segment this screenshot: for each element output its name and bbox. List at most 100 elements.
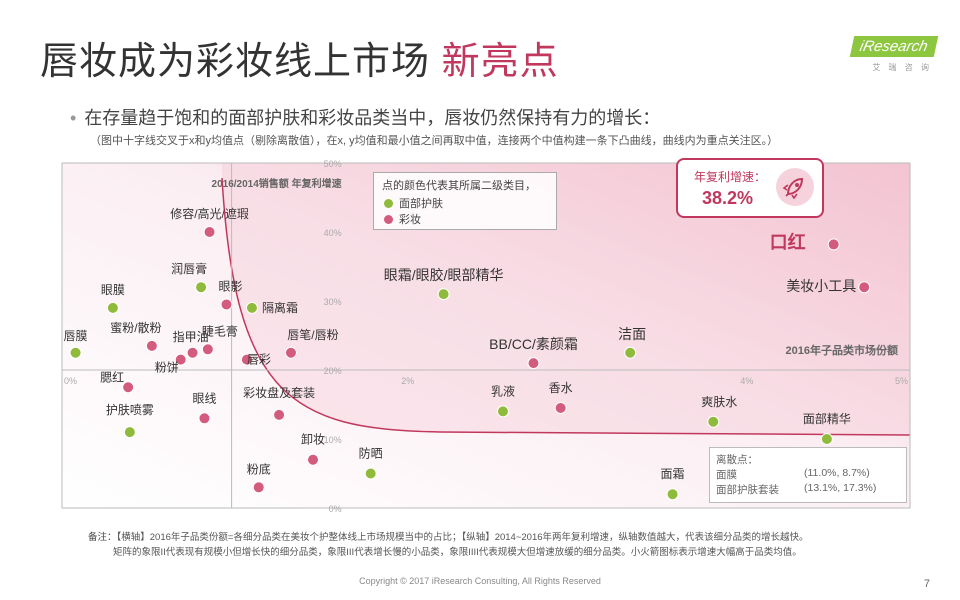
- data-point: [201, 343, 214, 356]
- data-label: 睫毛膏: [202, 323, 238, 338]
- data-point: [527, 357, 540, 370]
- data-label: 腮红: [100, 369, 124, 384]
- y-tick-label: 50%: [324, 159, 342, 169]
- data-label: 爽肤水: [701, 394, 737, 409]
- outlier-row: 面膜 (11.0%, 8.7%): [716, 467, 870, 482]
- x-axis-title: 2016年子品类市场份额: [786, 343, 898, 357]
- data-label: 眼影: [219, 279, 243, 293]
- footnote-label: 备注：: [88, 532, 117, 543]
- data-point: [284, 346, 297, 359]
- footnote: 备注：【横轴】2016年子品类份额=各细分品类在美妆个护整体线上市场规模当中的占…: [88, 530, 938, 560]
- plot-border: [61, 162, 911, 509]
- legend-label-makeup: 彩妆: [399, 214, 421, 226]
- x-tick-label: 2%: [401, 376, 414, 386]
- bullet-point: • 在存量趋于饱和的面部护肤和彩妆品类当中，唇妆仍然保持有力的增长：: [70, 108, 661, 128]
- footnote-line-2: 矩阵的象限II代表现有规模小但增长快的细分品类，象限III代表增长慢的小品类，象…: [113, 547, 802, 558]
- data-label: 粉底: [247, 461, 271, 476]
- data-label: 眼线: [192, 391, 216, 405]
- data-point: [858, 281, 871, 294]
- callout-label: 年复利增速：: [694, 170, 767, 184]
- data-point: [195, 281, 208, 294]
- footnote-line-1: 【横轴】2016年子品类份额=各细分品类在美妆个护整体线上市场规模当中的占比；【…: [116, 532, 809, 543]
- outlier-name: 面部护肤套装: [716, 484, 779, 496]
- data-label: 隔离霜: [262, 300, 298, 315]
- data-label: 面部精华: [803, 411, 851, 426]
- data-label: 眼膜: [101, 283, 125, 297]
- data-point: [106, 301, 119, 314]
- data-point: [122, 381, 135, 394]
- data-point: [707, 415, 720, 428]
- data-point: [245, 301, 258, 314]
- legend-title: 点的颜色代表其所属二级类目，: [382, 180, 536, 192]
- title-main: 唇妆成为彩妆线上市场: [40, 41, 431, 83]
- data-point: [364, 467, 377, 480]
- chart-legend: 点的颜色代表其所属二级类目， 面部护肤 彩妆: [373, 172, 557, 230]
- data-label: 防晒: [359, 446, 383, 461]
- data-label: 眼霜/眼胶/眼部精华: [384, 267, 504, 283]
- outlier-name: 面膜: [716, 469, 737, 481]
- outlier-value: (11.0%, 8.7%): [804, 467, 870, 479]
- legend-swatch-makeup: [384, 215, 393, 224]
- y-tick-label: 30%: [324, 297, 342, 307]
- legend-label-skincare: 面部护肤: [399, 198, 443, 210]
- data-point: [240, 353, 253, 366]
- data-point: [252, 481, 265, 494]
- data-point: [69, 346, 82, 359]
- data-label: 彩妆盘及套装: [243, 385, 315, 400]
- y-tick-label: 20%: [324, 366, 342, 376]
- data-point: [273, 408, 286, 421]
- y-tick-label: 10%: [324, 435, 342, 445]
- growth-callout: 年复利增速： 38.2%: [676, 158, 824, 218]
- data-label: 蜜粉/散粉: [110, 320, 161, 335]
- data-label: 润唇膏: [171, 261, 207, 276]
- data-label: 香水: [549, 381, 573, 395]
- data-point: [174, 353, 187, 366]
- outlier-title: 离散点：: [716, 454, 758, 466]
- page-title: 唇妆成为彩妆线上市场 新亮点: [40, 30, 559, 85]
- data-point: [145, 339, 158, 352]
- data-point: [198, 412, 211, 425]
- data-point: [123, 426, 136, 439]
- data-label: 粉饼: [155, 361, 179, 375]
- data-point: [624, 346, 637, 359]
- data-label: 唇笔/唇粉: [287, 327, 338, 342]
- method-note: （图中十字线交叉于x和y均值点（剔除离散值），在x, y均值和最小值之间再取中值…: [90, 135, 779, 147]
- x-tick-label: 0%: [64, 376, 77, 386]
- data-point: [307, 453, 320, 466]
- data-label: 口红: [770, 231, 806, 252]
- data-point: [203, 226, 216, 238]
- data-label: 洁面: [618, 326, 646, 342]
- data-point: [666, 488, 679, 501]
- rocket-icon: [776, 168, 814, 206]
- bullet-text: 在存量趋于饱和的面部护肤和彩妆品类当中，唇妆仍然保持有力的增长：: [84, 108, 661, 128]
- y-tick-label: 40%: [324, 228, 342, 238]
- title-highlight: 新亮点: [441, 41, 559, 83]
- data-label: 指甲油: [173, 329, 209, 344]
- data-point: [220, 298, 233, 311]
- outlier-box: 离散点： 面膜 (11.0%, 8.7%) 面部护肤套装 (13.1%, 17.3%…: [709, 447, 907, 503]
- callout-value: 38.2%: [702, 188, 754, 208]
- x-tick-label: 4%: [740, 376, 753, 386]
- data-point: [437, 288, 450, 301]
- data-point: [820, 433, 833, 445]
- data-label: 修容/高光/遮瑕: [170, 206, 249, 221]
- logo-sub: 艾 瑞 咨 询: [872, 63, 932, 72]
- y-tick-label: 0%: [329, 504, 342, 514]
- data-point: [827, 238, 840, 251]
- copyright: Copyright © 2017 iResearch Consulting, A…: [359, 576, 601, 586]
- data-label: 卸妆: [301, 432, 325, 447]
- data-label: 面霜: [661, 467, 685, 481]
- data-label: BB/CC/素颜霜: [489, 336, 578, 352]
- data-label: 美妆小工具: [786, 278, 856, 294]
- x-tick-label: 5%: [895, 376, 908, 386]
- outlier-value: (13.1%, 17.3%): [804, 482, 877, 494]
- y-axis-title: 2016/2014销售额 年复利增速: [212, 177, 342, 190]
- data-point: [186, 346, 199, 359]
- page-number: 7: [923, 578, 930, 590]
- data-label: 乳液: [491, 383, 515, 398]
- data-point: [554, 401, 567, 414]
- data-label: 护肤喷雾: [106, 402, 154, 417]
- data-label: 唇彩: [247, 353, 271, 367]
- legend-item-skincare: 面部护肤: [384, 195, 443, 211]
